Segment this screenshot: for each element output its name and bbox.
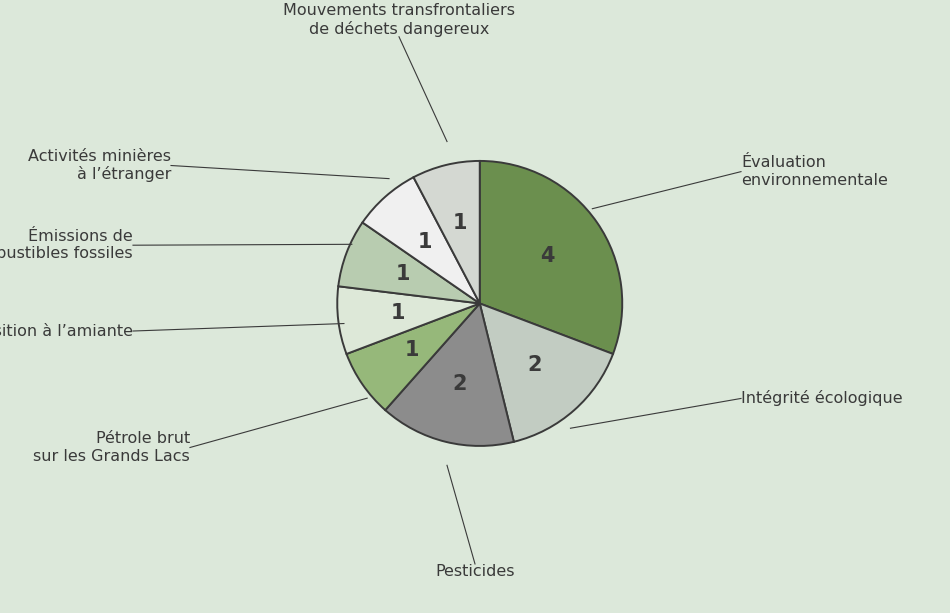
Wedge shape [363,177,480,303]
Wedge shape [480,161,622,354]
Text: 1: 1 [405,340,419,360]
Wedge shape [338,223,480,303]
Wedge shape [386,303,514,446]
Wedge shape [337,286,480,354]
Text: 2: 2 [527,356,541,375]
Wedge shape [480,303,613,442]
Text: Émissions de
combustibles fossiles: Émissions de combustibles fossiles [0,229,133,261]
Text: 1: 1 [395,264,409,284]
Text: Pétrole brut
sur les Grands Lacs: Pétrole brut sur les Grands Lacs [33,432,190,463]
Wedge shape [413,161,480,303]
Text: 4: 4 [541,246,555,267]
Wedge shape [347,303,480,410]
Text: Mouvements transfrontaliers
de déchets dangereux: Mouvements transfrontaliers de déchets d… [283,3,515,37]
Text: Intégrité écologique: Intégrité écologique [741,390,902,406]
Text: Activités minières
à l’étranger: Activités minières à l’étranger [28,149,171,182]
Text: Pesticides: Pesticides [435,564,515,579]
Text: Évaluation
environnementale: Évaluation environnementale [741,156,888,188]
Text: 2: 2 [453,374,467,394]
Text: Exposition à l’amiante: Exposition à l’amiante [0,323,133,339]
Text: 1: 1 [453,213,467,233]
Text: 1: 1 [390,303,405,324]
Text: 1: 1 [418,232,432,251]
